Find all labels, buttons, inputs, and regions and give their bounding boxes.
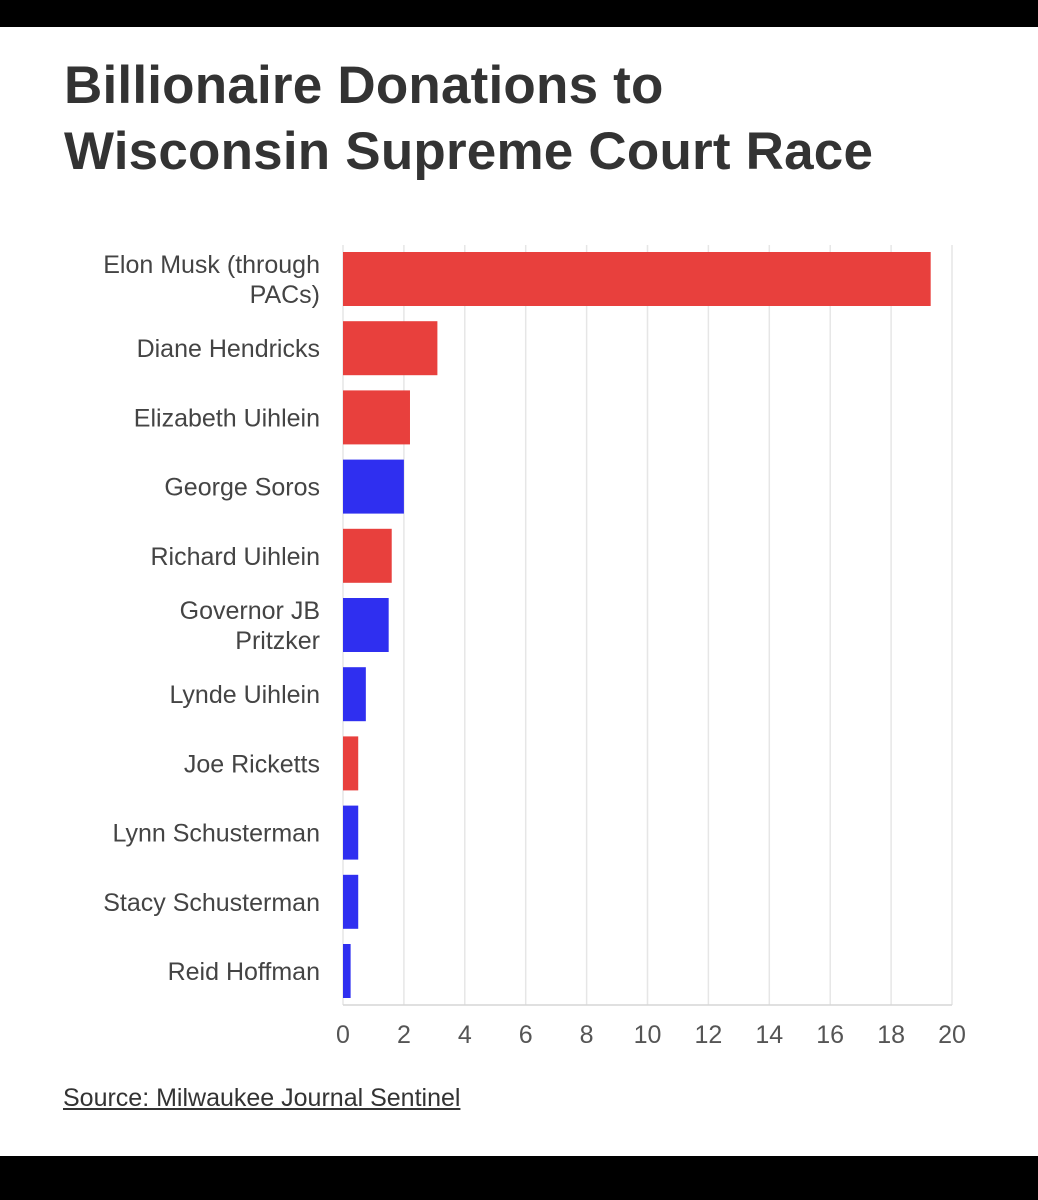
chart-title-line-1: Billionaire Donations to [64,56,664,115]
x-tick-label: 0 [336,1021,350,1049]
category-label: Reid Hoffman [168,958,320,986]
horizontal-bar-chart: 0 2 4 6 8 10 12 14 16 18 20 Elon Musk (through PACs)… [103,245,966,1049]
bar [343,736,359,791]
category-label: Joe Ricketts [184,750,320,778]
category-label: Governor JB Pritzker [180,597,320,655]
category-label: Lynn Schusterman [112,820,320,848]
category-label-line: Richard Uihlein [150,543,320,571]
category-label: Richard Uihlein [150,543,320,571]
chart-title-line-2: Wisconsin Supreme Court Race [64,122,874,181]
category-label: Lynde Uihlein [169,681,320,709]
category-label-line: Elizabeth Uihlein [134,404,320,432]
bottom-black-band [0,1156,1038,1200]
bar [343,667,366,722]
x-tick-label: 8 [580,1021,594,1049]
top-black-band [0,0,1038,27]
category-label: Stacy Schusterman [103,889,320,917]
source-link[interactable]: Source: Milwaukee Journal Sentinel [63,1084,461,1112]
bar [343,252,931,306]
x-tick-label: 4 [458,1021,472,1049]
x-tick-label: 14 [755,1021,783,1049]
category-label-line: PACs) [250,281,320,309]
bar [343,874,359,929]
x-tick-label: 16 [816,1021,844,1049]
category-label-line: Pritzker [235,627,320,655]
bar [343,805,359,860]
x-tick-label: 6 [519,1021,533,1049]
category-label-line: Joe Ricketts [184,750,320,778]
category-label-line: Stacy Schusterman [103,889,320,917]
category-label-line: Elon Musk (through [103,251,320,279]
category-label: Diane Hendricks [137,335,320,363]
bar [343,944,351,998]
x-tick-label: 18 [877,1021,905,1049]
category-label: Elizabeth Uihlein [134,404,320,432]
x-tick-label: 2 [397,1021,411,1049]
x-tick-label: 10 [634,1021,662,1049]
category-label-line: Lynde Uihlein [169,681,320,709]
bar [343,459,404,514]
chart-title: Billionaire Donations to Wisconsin Supre… [64,53,964,185]
x-tick-label: 12 [694,1021,722,1049]
category-label-line: Diane Hendricks [137,335,320,363]
category-label: Elon Musk (through PACs) [103,251,320,309]
chart-card: Billionaire Donations to Wisconsin Supre… [0,27,1038,1156]
category-label-line: Lynn Schusterman [112,820,320,848]
x-tick-label: 20 [938,1021,966,1049]
bar [343,528,392,583]
category-label-line: Reid Hoffman [168,958,320,986]
bar [343,321,438,376]
bar [343,598,389,652]
category-label: George Soros [164,474,320,502]
category-label-line: Governor JB [180,597,320,625]
bar [343,390,410,445]
category-label-line: George Soros [164,474,320,502]
